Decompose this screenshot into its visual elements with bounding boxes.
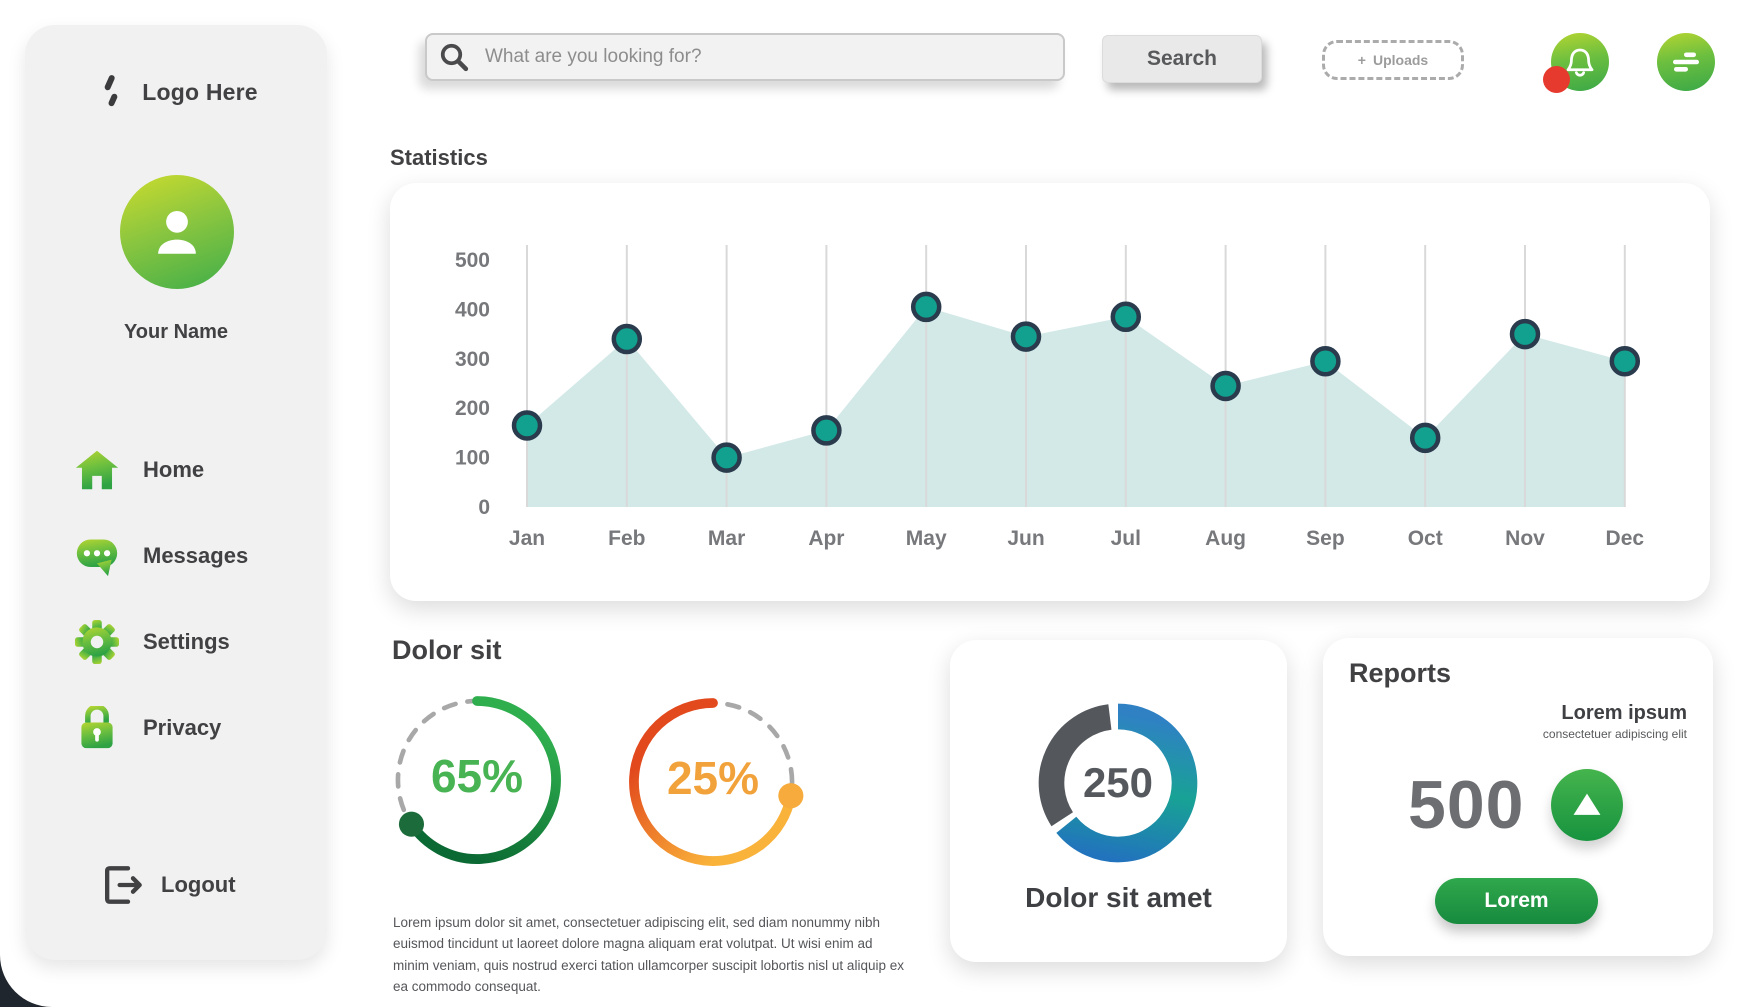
arrow-up-icon [1573, 793, 1601, 815]
donut-card: 250 Dolor sit amet [950, 640, 1287, 962]
svg-text:Jan: Jan [509, 527, 545, 550]
svg-text:Jun: Jun [1007, 527, 1044, 550]
plus-icon: + [1357, 52, 1366, 68]
donut-caption: Dolor sit amet [1025, 882, 1212, 913]
gauges-heading: Dolor sit [392, 635, 502, 665]
svg-text:300: 300 [455, 348, 490, 371]
svg-text:0: 0 [478, 496, 490, 519]
notification-badge [1543, 66, 1570, 93]
settings-icon [73, 618, 121, 666]
svg-text:100: 100 [455, 447, 490, 470]
search-input[interactable] [425, 33, 1065, 81]
reports-subtitle: Lorem ipsum [1561, 702, 1687, 724]
messages-icon [73, 532, 121, 580]
sidebar-item-label: Settings [143, 629, 230, 654]
sidebar-item-settings[interactable]: Settings [25, 599, 327, 685]
home-icon [73, 446, 121, 494]
svg-text:Aug: Aug [1205, 527, 1246, 550]
gauge-ring [629, 698, 804, 866]
logo-icon [104, 75, 118, 107]
statistics-heading: Statistics [390, 145, 488, 170]
svg-text:May: May [906, 527, 947, 550]
logout-label: Logout [161, 872, 236, 897]
lorem-description: Lorem ipsum dolor sit amet, consectetuer… [393, 914, 904, 995]
user-name: Your Name [123, 321, 229, 343]
logo-text: Logo Here [142, 78, 258, 105]
svg-text:Dec: Dec [1606, 527, 1645, 550]
lorem-button[interactable]: Lorem [1435, 878, 1598, 924]
sidebar-menu: Home Messages [25, 427, 327, 771]
search-bar [425, 33, 1065, 81]
bell-icon [1566, 48, 1594, 77]
gauge-25: 25% [620, 689, 806, 875]
svg-text:Apr: Apr [808, 527, 844, 550]
privacy-icon [73, 704, 121, 752]
svg-text:Nov: Nov [1505, 527, 1545, 550]
uploads-label: Uploads [1372, 52, 1429, 68]
sidebar-item-home[interactable]: Home [25, 427, 327, 513]
sidebar-item-label: Home [143, 457, 205, 482]
reports-subtext: consectetuer adipiscing elit [1542, 727, 1687, 741]
svg-text:Feb: Feb [608, 527, 645, 550]
filter-lines-icon [1673, 52, 1699, 72]
reports-value: 500 [1408, 767, 1525, 843]
svg-text:Jul: Jul [1111, 527, 1141, 550]
gauge-value: 25% [666, 752, 760, 804]
gauge-ring [395, 696, 561, 864]
donut-chart: 250 [1023, 688, 1213, 878]
sidebar-item-label: Messages [143, 543, 249, 568]
search-button[interactable]: Search [1102, 35, 1262, 83]
logo[interactable]: Logo Here [25, 73, 327, 111]
donut-value: 250 [1082, 759, 1154, 806]
sidebar: Logo Here Your Name Home [25, 25, 327, 960]
reports-subtitle-block: Lorem ipsum consectetuer adipiscing elit [1543, 702, 1687, 741]
uploads-button[interactable]: + Uploads [1322, 40, 1464, 80]
svg-text:Mar: Mar [708, 527, 745, 550]
filter-button[interactable] [1657, 33, 1715, 91]
avatar[interactable] [120, 175, 234, 289]
reports-card: Reports Lorem ipsum consectetuer adipisc… [1323, 638, 1713, 956]
sidebar-item-label: Privacy [143, 715, 222, 740]
gauge-value: 65% [430, 750, 524, 802]
svg-text:Sep: Sep [1306, 527, 1345, 550]
trend-up-button[interactable] [1551, 769, 1623, 841]
svg-text:200: 200 [455, 397, 490, 420]
svg-text:400: 400 [455, 298, 490, 321]
logout-button[interactable]: Logout [103, 865, 236, 905]
statistics-chart-card: 0 100 200 300 400 500 Jan Feb Mar Apr May Jun Jul Aug… [390, 183, 1710, 601]
reports-heading: Reports [1349, 658, 1452, 688]
logout-icon [105, 866, 142, 904]
sidebar-item-privacy[interactable]: Privacy [25, 685, 327, 771]
donut-ring [1038, 703, 1198, 863]
user-icon [158, 210, 196, 254]
svg-text:500: 500 [455, 249, 490, 272]
gauge-65: 65% [384, 687, 570, 873]
sidebar-item-messages[interactable]: Messages [25, 513, 327, 599]
area-chart: 0 100 200 300 400 500 Jan Feb Mar Apr May Jun Jul Aug… [455, 245, 1645, 550]
svg-text:Oct: Oct [1408, 527, 1443, 550]
